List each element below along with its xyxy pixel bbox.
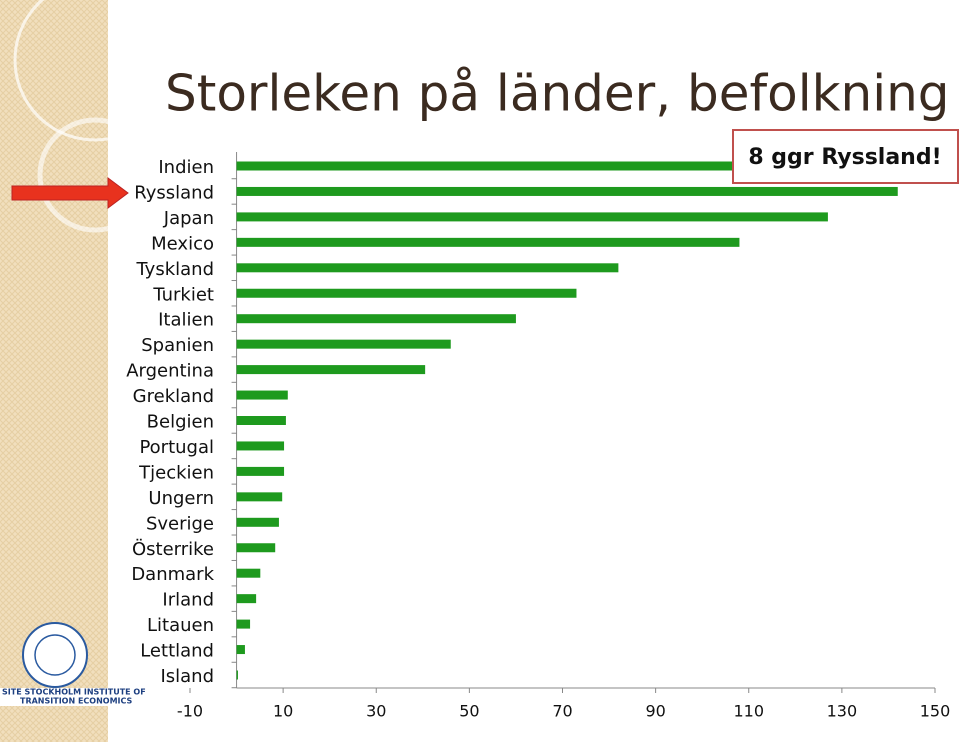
side-strip bbox=[0, 0, 108, 742]
bar bbox=[236, 390, 288, 400]
y-tick-label: Danmark bbox=[131, 564, 214, 585]
bar bbox=[236, 339, 451, 349]
bars bbox=[236, 161, 936, 680]
bar bbox=[236, 568, 261, 578]
bar bbox=[236, 212, 828, 222]
deco-circle bbox=[37, 117, 153, 233]
logo-seal bbox=[22, 622, 88, 688]
bar bbox=[236, 466, 285, 476]
bar bbox=[236, 645, 245, 655]
bar bbox=[236, 288, 577, 298]
y-tick-label: Grekland bbox=[133, 386, 214, 407]
y-tick-label: Österrike bbox=[132, 538, 214, 560]
x-tick-label: 70 bbox=[552, 702, 572, 721]
y-tick-label: Turkiet bbox=[152, 284, 214, 305]
bar bbox=[236, 594, 257, 604]
y-tick-label: Ryssland bbox=[134, 182, 214, 203]
slide-title: Storleken på länder, befolkning bbox=[165, 65, 950, 123]
y-tick-label: Spanien bbox=[141, 335, 214, 356]
bar bbox=[236, 237, 740, 247]
x-tick-label: 50 bbox=[459, 702, 479, 721]
y-tick-label: Indien bbox=[158, 157, 214, 178]
bar bbox=[236, 441, 285, 451]
x-tick-label: 90 bbox=[645, 702, 665, 721]
annotation-box bbox=[732, 129, 959, 184]
bar bbox=[236, 263, 619, 273]
bar bbox=[236, 492, 283, 502]
bar bbox=[236, 543, 276, 553]
bar bbox=[236, 186, 898, 196]
bar bbox=[236, 619, 251, 629]
x-tick-label: 10 bbox=[273, 702, 293, 721]
annotation: 8 ggr Ryssland! bbox=[748, 145, 941, 170]
y-tick-label: Argentina bbox=[126, 361, 214, 382]
y-tick-label: Island bbox=[160, 666, 214, 687]
bar bbox=[236, 161, 936, 171]
y-tick-label: Lettland bbox=[140, 641, 214, 662]
x-tick-label: 110 bbox=[733, 702, 764, 721]
y-tick-label: Mexico bbox=[151, 233, 214, 254]
bar bbox=[236, 365, 426, 375]
y-tick-label: Belgien bbox=[147, 412, 214, 433]
y-tick-label: Sverige bbox=[146, 513, 214, 534]
y-tick-label: Portugal bbox=[139, 437, 214, 458]
logo-seal-inner bbox=[34, 634, 76, 676]
bar bbox=[236, 416, 286, 425]
y-tick-label: Irland bbox=[162, 590, 214, 611]
logo-text: SITE STOCKHOLM INSTITUTE OF bbox=[2, 688, 146, 697]
bar bbox=[236, 517, 279, 527]
bar bbox=[236, 314, 516, 324]
y-tick-label: Tjeckien bbox=[138, 462, 214, 483]
x-tick-label: -10 bbox=[177, 702, 203, 721]
deco-circle bbox=[13, 0, 177, 142]
y-tick-label: Litauen bbox=[147, 615, 214, 636]
x-tick-label: 130 bbox=[827, 702, 858, 721]
logo-text: TRANSITION ECONOMICS bbox=[20, 697, 133, 706]
chart: -10 10 30 50 70 90 110 130 150 Indien Ryssland Japa… bbox=[126, 152, 951, 721]
x-tick-label: 30 bbox=[366, 702, 386, 721]
logo-band bbox=[0, 688, 108, 706]
y-tick-label: Ungern bbox=[148, 488, 214, 509]
y-tick-label: Tyskland bbox=[135, 259, 214, 280]
arrow bbox=[11, 177, 129, 209]
y-tick-label: Japan bbox=[163, 208, 214, 229]
x-tick-label: 150 bbox=[920, 702, 951, 721]
bar bbox=[236, 670, 238, 680]
y-tick-label: Italien bbox=[158, 310, 214, 331]
